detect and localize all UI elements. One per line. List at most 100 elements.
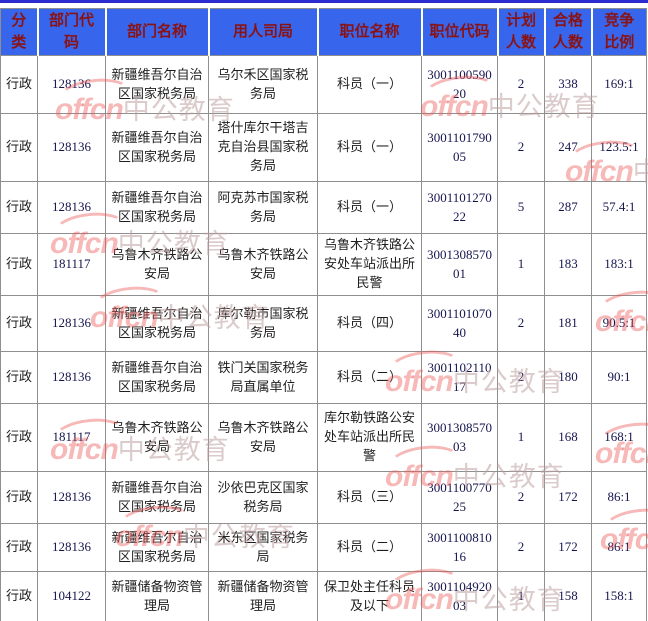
cell-pass_count: 180 [544, 351, 592, 404]
column-header-ratio: 竞争比例 [590, 8, 647, 56]
cell-job_title: 科员（一） [317, 55, 422, 114]
cell-pass_count: 172 [544, 471, 592, 524]
cell-category: 行政 [0, 295, 38, 352]
cell-bureau: 乌鲁木齐铁路公安局 [208, 233, 318, 296]
column-header-bureau: 用人司局 [207, 8, 318, 56]
table-row: 行政 128136 新疆维吾尔自治区国家税务局 库尔勒市国家税务局 科员（四） 30011… [0, 295, 647, 352]
cell-job_title: 科员（一） [317, 181, 422, 234]
column-header-job_code: 职位代码 [420, 8, 498, 56]
cell-dept_code: 128136 [37, 113, 106, 182]
column-header-pass_count: 合格人数 [543, 8, 592, 56]
cell-dept_name: 新疆维吾尔自治区国家税务局 [105, 55, 209, 114]
cell-dept_name: 乌鲁木齐铁路公安局 [105, 233, 209, 296]
cell-dept_code: 128136 [37, 523, 106, 572]
cell-bureau: 塔什库尔干塔吉克自治县国家税务局 [208, 113, 318, 182]
cell-dept_name: 新疆维吾尔自治区国家税务局 [105, 295, 209, 352]
cell-job_code: 300110077025 [421, 471, 498, 524]
cell-job_title: 科员（四） [317, 295, 422, 352]
cell-plan_count: 1 [497, 571, 545, 621]
table-row: 行政 128136 新疆维吾尔自治区国家税务局 乌尔禾区国家税务局 科员（一） 30011… [0, 55, 647, 114]
cell-ratio: 158:1 [591, 571, 647, 621]
cell-dept_code: 128136 [37, 471, 106, 524]
table-row: 行政 128136 新疆维吾尔自治区国家税务局 阿克苏市国家税务局 科员（一） 30011… [0, 181, 647, 234]
column-header-dept_code: 部门代码 [36, 8, 106, 56]
cell-plan_count: 2 [497, 471, 545, 524]
cell-pass_count: 168 [544, 403, 592, 472]
cell-bureau: 沙依巴克区国家税务局 [208, 471, 318, 524]
cell-bureau: 铁门关国家税务局直属单位 [208, 351, 318, 404]
table-row: 行政 104122 新疆储备物资管理局 新疆储备物资管理局 保卫处主任科员及以下 3001… [0, 571, 647, 621]
cell-job_title: 科员（一） [317, 113, 422, 182]
cell-category: 行政 [0, 181, 38, 234]
cell-category: 行政 [0, 113, 38, 182]
cell-bureau: 新疆储备物资管理局 [208, 571, 318, 621]
table-row: 行政 128136 新疆维吾尔自治区国家税务局 塔什库尔干塔吉克自治县国家税务局 科员（… [0, 113, 647, 182]
cell-job_title: 乌鲁木齐铁路公安处车站派出所民警 [317, 233, 422, 296]
cell-pass_count: 338 [544, 55, 592, 114]
cell-bureau: 库尔勒市国家税务局 [208, 295, 318, 352]
table-row: 行政 128136 新疆维吾尔自治区国家税务局 铁门关国家税务局直属单位 科员（二） 30… [0, 351, 647, 404]
column-header-plan_count: 计划人数 [496, 8, 545, 56]
cell-pass_count: 158 [544, 571, 592, 621]
job-positions-table: 分类 部门代码 部门名称 用人司局 职位名称 职位代码 计划人数 合格人数 竞争比例 行政 128… [0, 8, 647, 621]
cell-plan_count: 2 [497, 295, 545, 352]
cell-category: 行政 [0, 55, 38, 114]
cell-dept_code: 128136 [37, 351, 106, 404]
cell-job_code: 300110107040 [421, 295, 498, 352]
cell-dept_code: 128136 [37, 55, 106, 114]
cell-dept_code: 128136 [37, 295, 106, 352]
cell-bureau: 米东区国家税务局 [208, 523, 318, 572]
table-row: 行政 181117 乌鲁木齐铁路公安局 乌鲁木齐铁路公安局 乌鲁木齐铁路公安处车站派出所… [0, 233, 647, 296]
cell-category: 行政 [0, 471, 38, 524]
cell-plan_count: 1 [497, 403, 545, 472]
cell-job_code: 300110211017 [421, 351, 498, 404]
cell-job_code: 300110179005 [421, 113, 498, 182]
cell-dept_name: 新疆储备物资管理局 [105, 571, 209, 621]
cell-dept_name: 新疆维吾尔自治区国家税务局 [105, 181, 209, 234]
cell-job_title: 库尔勒铁路公安处车站派出所民警 [317, 403, 422, 472]
cell-category: 行政 [0, 351, 38, 404]
table-row: 行政 181117 乌鲁木齐铁路公安局 乌鲁木齐铁路公安局 库尔勒铁路公安处车站派出所民… [0, 403, 647, 472]
cell-ratio: 183:1 [591, 233, 647, 296]
cell-plan_count: 2 [497, 351, 545, 404]
cell-dept_name: 新疆维吾尔自治区国家税务局 [105, 113, 209, 182]
cell-dept_name: 乌鲁木齐铁路公安局 [105, 403, 209, 472]
top-divider-line [0, 0, 648, 3]
column-header-category: 分类 [0, 8, 38, 56]
cell-dept_name: 新疆维吾尔自治区国家税务局 [105, 351, 209, 404]
cell-plan_count: 2 [497, 113, 545, 182]
cell-pass_count: 181 [544, 295, 592, 352]
column-header-dept_name: 部门名称 [104, 8, 209, 56]
cell-ratio: 57.4:1 [591, 181, 647, 234]
cell-job_title: 科员（二） [317, 523, 422, 572]
cell-dept_code: 104122 [37, 571, 106, 621]
cell-ratio: 169:1 [591, 55, 647, 114]
cell-job_code: 300110059020 [421, 55, 498, 114]
cell-job_title: 科员（三） [317, 471, 422, 524]
cell-dept_name: 新疆维吾尔自治区国家税务局 [105, 523, 209, 572]
cell-job_title: 保卫处主任科员及以下 [317, 571, 422, 621]
cell-plan_count: 1 [497, 233, 545, 296]
cell-ratio: 90.5:1 [591, 295, 647, 352]
cell-job_code: 300110492003 [421, 571, 498, 621]
cell-ratio: 86:1 [591, 471, 647, 524]
cell-pass_count: 287 [544, 181, 592, 234]
table-row: 行政 128136 新疆维吾尔自治区国家税务局 沙依巴克区国家税务局 科员（三） 3001… [0, 471, 647, 524]
cell-dept_name: 新疆维吾尔自治区国家税务局 [105, 471, 209, 524]
cell-plan_count: 2 [497, 55, 545, 114]
cell-dept_code: 128136 [37, 181, 106, 234]
cell-dept_code: 181117 [37, 403, 106, 472]
cell-job_code: 300130857003 [421, 403, 498, 472]
cell-category: 行政 [0, 523, 38, 572]
table-body: 行政 128136 新疆维吾尔自治区国家税务局 乌尔禾区国家税务局 科员（一） 30011… [0, 55, 647, 621]
cell-job_code: 300110081016 [421, 523, 498, 572]
cell-bureau: 阿克苏市国家税务局 [208, 181, 318, 234]
cell-ratio: 90:1 [591, 351, 647, 404]
table-row: 行政 128136 新疆维吾尔自治区国家税务局 米东区国家税务局 科员（二） 300110… [0, 523, 647, 572]
cell-pass_count: 247 [544, 113, 592, 182]
cell-bureau: 乌尔禾区国家税务局 [208, 55, 318, 114]
cell-ratio: 168:1 [591, 403, 647, 472]
cell-bureau: 乌鲁木齐铁路公安局 [208, 403, 318, 472]
cell-ratio: 86:1 [591, 523, 647, 572]
